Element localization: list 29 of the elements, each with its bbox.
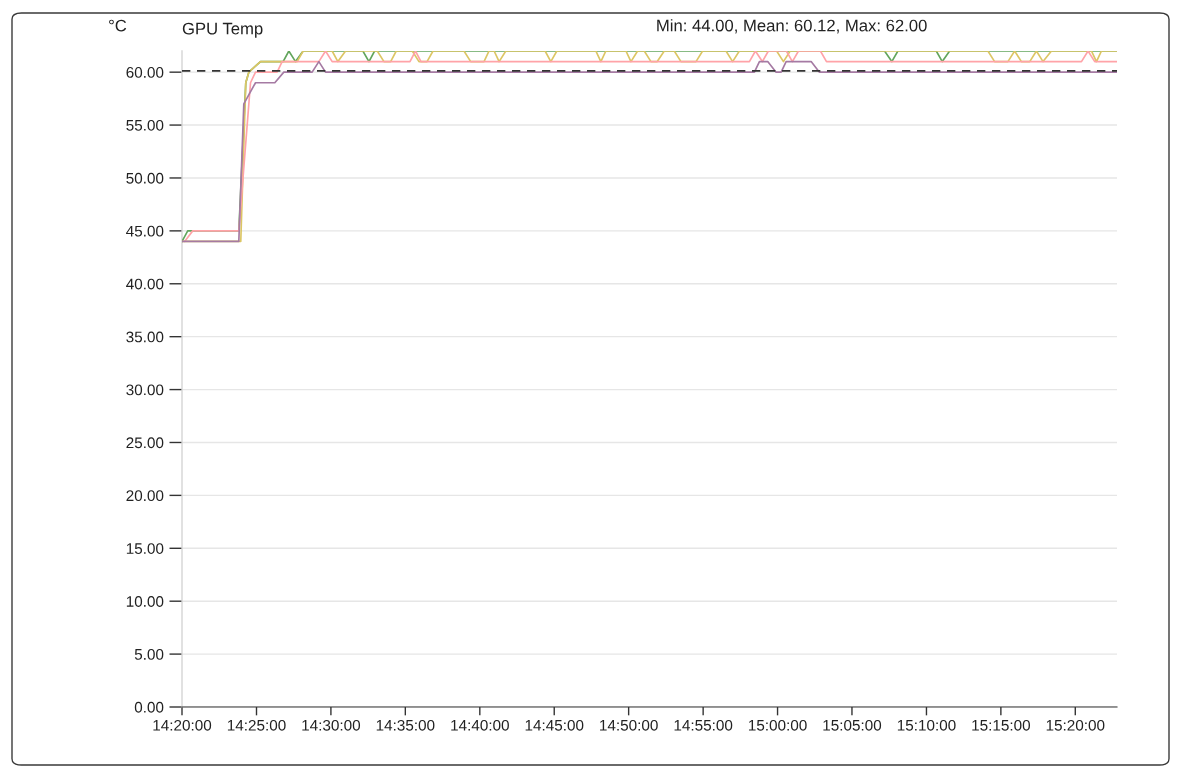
y-tick-label: 45.00	[126, 225, 164, 237]
x-tick-label: 15:15:00	[972, 719, 1031, 731]
text: Min: 44.00, Mean: 60.12, Max: 62.00	[657, 19, 927, 34]
y-tick-label: 60.00	[126, 67, 164, 78]
x-tick-label: 14:45:00	[525, 719, 584, 731]
chart-title: GPU Temp	[182, 22, 263, 38]
x-tick-label: 15:05:00	[823, 719, 882, 731]
y-tick-label: 10.00	[126, 596, 164, 607]
x-tick-label: 14:35:00	[376, 719, 435, 731]
y-tick-label: 50.00	[126, 172, 164, 184]
y-tick-label: 20.00	[126, 490, 164, 502]
x-tick-label: 14:20:00	[153, 719, 212, 731]
x-tick-label: 15:20:00	[1046, 719, 1105, 731]
x-tick-label: 14:40:00	[451, 719, 509, 731]
y-tick-label: 55.00	[126, 119, 164, 131]
y-axis-title: °C	[109, 19, 127, 32]
x-tick-label: 15:10:00	[897, 719, 956, 731]
y-tick-label: 25.00	[126, 437, 164, 449]
x-tick-label: 14:55:00	[674, 719, 733, 731]
y-tick-label: 15.00	[126, 543, 164, 554]
y-tick-label: 40.00	[126, 278, 164, 290]
y-tick-label: 35.00	[126, 331, 164, 343]
y-tick-label: 30.00	[126, 384, 164, 396]
y-tick-label: 5.00	[134, 648, 164, 660]
x-tick-label: 14:25:00	[227, 719, 286, 731]
y-tick-label: 0.00	[134, 701, 164, 713]
x-tick-label: 14:30:00	[302, 719, 361, 731]
x-tick-label: 14:50:00	[600, 719, 658, 731]
x-tick-label: 15:00:00	[748, 719, 807, 731]
